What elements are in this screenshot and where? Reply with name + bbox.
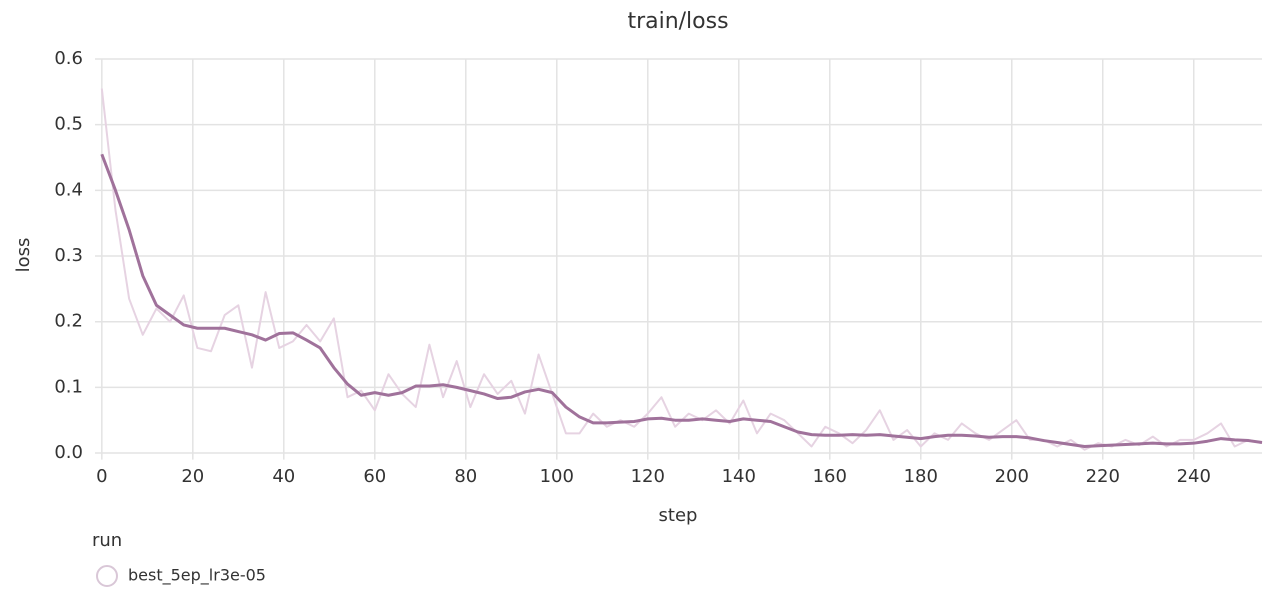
y-tick-label: 0.6: [54, 48, 83, 69]
y-tick-label: 0.5: [54, 114, 83, 135]
y-tick-label: 0.0: [54, 442, 83, 463]
x-tick-label: 120: [631, 466, 665, 487]
chart-title: train/loss: [627, 9, 728, 34]
y-tick-label: 0.3: [54, 245, 83, 266]
y-axis-label: loss: [13, 238, 34, 273]
x-axis-label: step: [659, 505, 698, 526]
x-tick-label: 60: [363, 466, 386, 487]
data-line: [100, 88, 1263, 451]
data-line: [100, 153, 1263, 448]
y-tick-label: 0.1: [54, 376, 83, 397]
x-tick-label: 160: [813, 466, 847, 487]
x-tick-label: 80: [454, 466, 477, 487]
x-tick-label: 220: [1086, 466, 1120, 487]
legend-marker: [96, 565, 118, 587]
y-tick-label: 0.4: [54, 179, 83, 200]
legend-label: best_5ep_lr3e-05: [128, 566, 266, 586]
x-tick-label: 100: [540, 466, 574, 487]
x-tick-label: 0: [96, 466, 107, 487]
y-tick-label: 0.2: [54, 311, 83, 332]
x-tick-label: 20: [181, 466, 204, 487]
legend-title: run: [92, 530, 122, 551]
x-tick-label: 200: [995, 466, 1029, 487]
x-tick-label: 180: [904, 466, 938, 487]
x-tick-label: 240: [1177, 466, 1211, 487]
x-tick-label: 140: [722, 466, 756, 487]
x-tick-label: 40: [272, 466, 295, 487]
